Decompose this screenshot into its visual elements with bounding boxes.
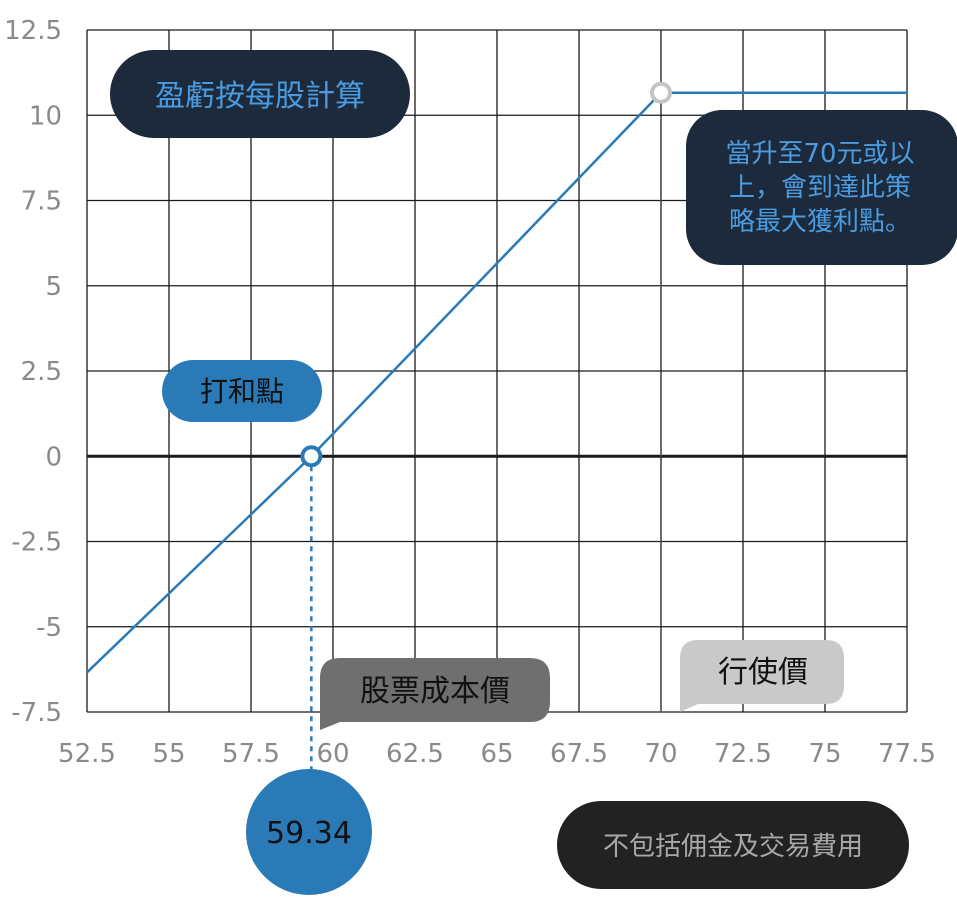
axis-ticks: 52.5 55 57.5 60 62.5 65 67.5 70 72.5 75 77.512.510… [4, 16, 936, 769]
max-profit-line-1: 當升至70元或以 [725, 139, 914, 169]
breakeven-point [300, 445, 323, 468]
y-tick-label: 5 [45, 272, 62, 302]
max-profit-point [650, 81, 672, 104]
x-tick-label: 65 [480, 739, 513, 769]
y-tick-label: -5 [36, 613, 62, 643]
max-profit-line-3: 略最大獲利點。 [729, 207, 911, 237]
fee-note-bubble: 不包括佣金及交易費用 [557, 801, 909, 889]
title-bubble: 盈虧按每股計算 [110, 50, 410, 138]
fee-note: 不包括佣金及交易費用 [603, 832, 863, 862]
x-tick-label: 57.5 [222, 739, 280, 769]
x-tick-label: 55 [152, 739, 185, 769]
x-tick-label: 67.5 [550, 739, 608, 769]
breakeven-bubble: 打和點 [162, 360, 322, 422]
payoff-line [86, 91, 907, 674]
markers [300, 81, 672, 468]
y-tick-label: 7.5 [21, 187, 62, 217]
y-tick-label: 10 [29, 101, 62, 131]
x-tick-label: 52.5 [58, 739, 116, 769]
cost-bubble: 股票成本價 [320, 658, 550, 730]
y-tick-label: -2.5 [11, 528, 62, 558]
y-tick-label: -7.5 [11, 698, 62, 728]
x-tick-label: 77.5 [878, 739, 936, 769]
x-tick-label: 60 [316, 739, 349, 769]
cost-value-badge: 59.34 [246, 769, 372, 895]
x-tick-label: 70 [644, 739, 677, 769]
x-tick-label: 75 [808, 739, 841, 769]
x-tick-label: 62.5 [386, 739, 444, 769]
chart-title: 盈虧按每股計算 [155, 79, 365, 114]
cost-value: 59.34 [266, 816, 352, 851]
max-profit-bubble: 當升至70元或以 上，會到達此策 略最大獲利點。 [686, 110, 957, 265]
strike-label: 行使價 [718, 655, 808, 690]
x-tick-label: 72.5 [714, 739, 772, 769]
max-profit-line-2: 上，會到達此策 [729, 173, 911, 203]
y-tick-label: 2.5 [21, 357, 62, 387]
cost-label: 股票成本價 [360, 674, 510, 709]
payoff-series [86, 91, 907, 674]
guide-lines [310, 92, 662, 800]
strike-bubble: 行使價 [680, 640, 844, 712]
y-tick-label: 12.5 [4, 16, 62, 46]
breakeven-label: 打和點 [200, 375, 284, 408]
y-tick-label: 0 [45, 442, 62, 472]
